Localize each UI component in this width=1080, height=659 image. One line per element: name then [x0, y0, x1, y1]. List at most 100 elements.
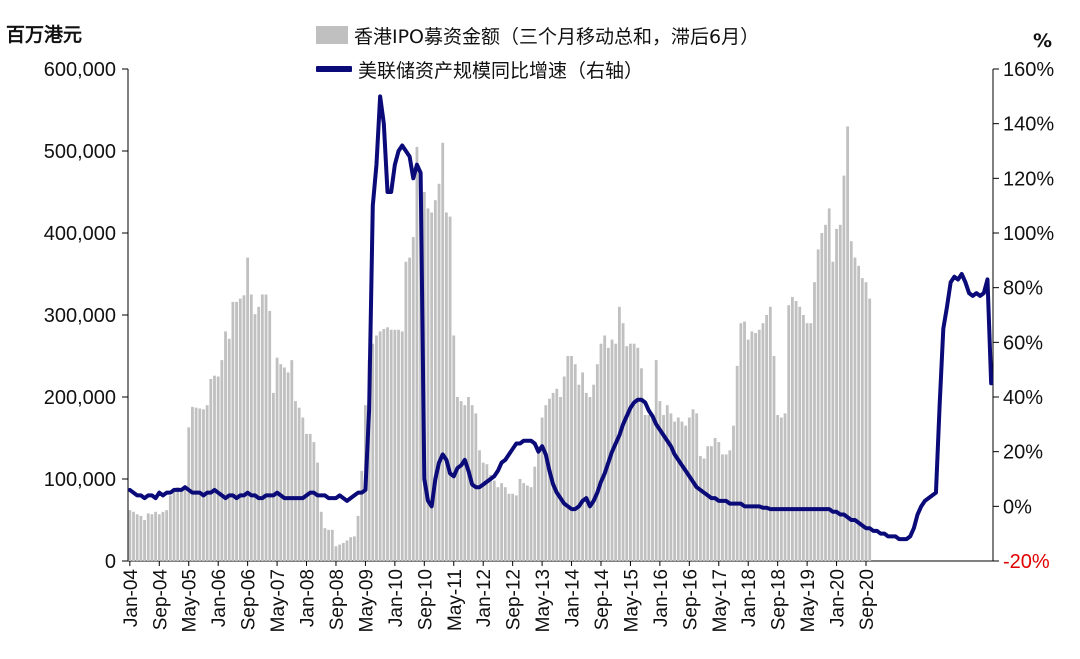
ipo-bar: [397, 329, 400, 561]
ipo-bar: [323, 528, 327, 561]
ipo-bar: [746, 339, 750, 561]
ipo-bar: [735, 365, 739, 561]
ipo-bar: [790, 296, 794, 561]
left-tick-label: 600,000: [44, 59, 116, 81]
ipo-bar: [367, 360, 371, 561]
ipo-bar: [518, 479, 522, 561]
ipo-bar: [238, 298, 242, 561]
ipo-bar: [143, 520, 146, 561]
ipo-bar: [334, 546, 338, 561]
ipo-bar: [853, 257, 857, 561]
ipo-bar: [868, 298, 872, 561]
right-tick-label: 60%: [1003, 332, 1043, 354]
x-tick-label: Jan-18: [739, 569, 760, 627]
ipo-bar: [643, 415, 647, 561]
ipo-bar: [308, 433, 312, 561]
ipo-bar: [813, 282, 816, 561]
ipo-bar: [408, 257, 411, 561]
ipo-bar: [636, 347, 640, 561]
x-tick-label: May-17: [710, 569, 731, 632]
ipo-bar: [809, 323, 813, 561]
ipo-bar: [588, 397, 592, 561]
ipo-bar: [246, 257, 250, 561]
ipo-bar: [419, 183, 423, 562]
ipo-bar: [559, 397, 562, 561]
ipo-bar: [525, 485, 529, 561]
ipo-bar: [500, 483, 504, 561]
ipo-bar: [849, 241, 853, 561]
ipo-bar: [213, 375, 216, 561]
ipo-bar: [260, 294, 264, 561]
ipo-bar: [209, 378, 213, 561]
ipo-bar: [448, 216, 452, 561]
right-tick-label: 40%: [1003, 387, 1043, 409]
ipo-bar: [463, 405, 467, 561]
ipo-bar: [139, 515, 143, 561]
ipo-bar: [507, 493, 511, 561]
ipo-bar: [330, 529, 334, 561]
ipo-bar: [570, 356, 573, 561]
x-tick-label: May-15: [621, 569, 642, 632]
right-tick-label: 100%: [1003, 223, 1054, 245]
ipo-bar: [533, 466, 537, 561]
ipo-bar: [264, 294, 268, 561]
ipo-bar: [489, 474, 492, 561]
x-tick-label: Jan-20: [828, 569, 849, 627]
ipo-bar: [846, 126, 850, 562]
ipo-bar: [360, 470, 364, 561]
ipo-bar: [625, 346, 629, 561]
ipo-bar: [227, 338, 231, 561]
ipo-bar: [857, 265, 861, 561]
ipo-bar: [327, 529, 331, 561]
ipo-bar: [595, 364, 599, 561]
ipo-bar: [772, 356, 776, 561]
ipo-bar: [283, 367, 286, 561]
ipo-bar: [146, 513, 150, 561]
ipo-bar: [128, 510, 132, 561]
ipo-bar: [757, 329, 761, 561]
ipo-bar: [485, 464, 489, 561]
ipo-bar: [216, 376, 220, 561]
ipo-bar: [371, 343, 375, 561]
tick-labels-layer: 0 100,000 200,000 300,000 400,000 500,000 600,…: [44, 59, 1055, 632]
x-tick-label: Jan-16: [651, 569, 672, 627]
ipo-bar: [316, 462, 319, 561]
ipo-bar: [386, 327, 389, 561]
ipo-bar: [194, 407, 198, 561]
ipo-bar: [312, 442, 316, 561]
ipo-bar: [503, 487, 507, 561]
x-tick-label: Jan-06: [209, 569, 230, 627]
x-tick-label: Jan-12: [474, 569, 495, 627]
ipo-bar: [662, 415, 665, 561]
ipo-bar: [724, 454, 728, 561]
ipo-bar: [640, 368, 643, 561]
ipo-bar: [459, 401, 463, 561]
ipo-bar: [684, 425, 688, 561]
ipo-bar: [220, 360, 224, 561]
ipo-bar: [673, 421, 677, 561]
ipo-bar: [680, 421, 684, 561]
ipo-bar: [496, 487, 500, 561]
ipo-bar: [154, 511, 158, 561]
x-tick-label: May-19: [798, 569, 819, 632]
ipo-bar: [831, 261, 835, 561]
ipo-bar: [279, 364, 283, 561]
x-tick-label: Jan-04: [121, 569, 142, 628]
left-tick-label: 300,000: [44, 305, 116, 327]
ipo-bar: [437, 183, 441, 562]
ipo-bar: [835, 228, 838, 561]
ipo-bar: [341, 542, 345, 561]
legend-label-fed: 美联储资产规模同比增速（右轴）: [358, 59, 644, 82]
ipo-bar: [651, 417, 654, 561]
ipo-bar: [827, 208, 831, 561]
ipo-bar: [275, 357, 279, 561]
ipo-bar: [433, 200, 437, 561]
ipo-bar: [338, 544, 342, 561]
ipo-bar: [732, 425, 735, 561]
x-tick-label: Sep-18: [769, 569, 790, 630]
ipo-bar: [584, 392, 588, 561]
ipo-bar: [168, 495, 172, 561]
fed-growth-line: [127, 94, 994, 542]
ipo-bar: [286, 372, 290, 561]
x-tick-label: Sep-06: [239, 569, 260, 630]
